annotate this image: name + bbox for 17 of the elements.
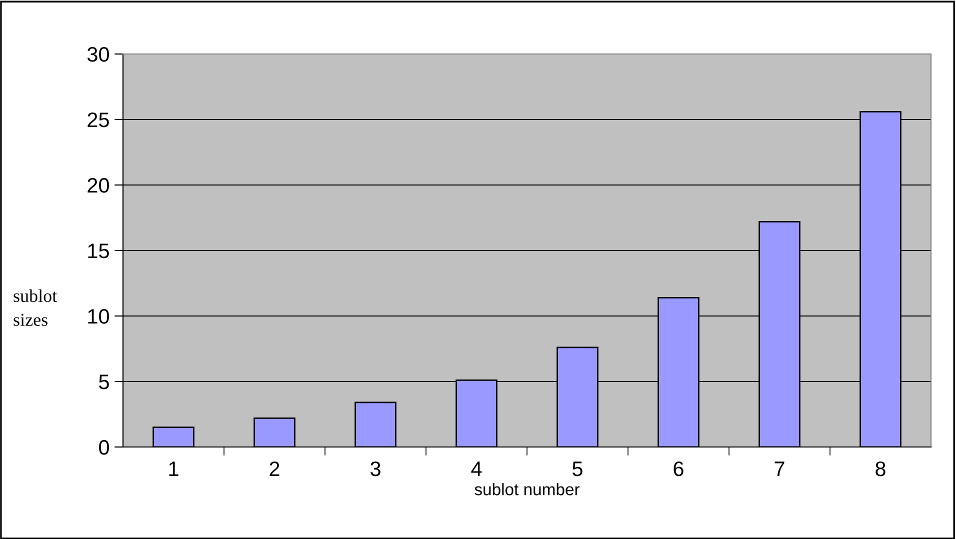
x-tick-label: 8 (876, 461, 886, 476)
y-tick-label: 5 (99, 374, 109, 390)
x-tick-label: 7 (774, 462, 784, 476)
x-tick-label: 4 (471, 462, 482, 476)
y-tick-label: 0 (99, 440, 109, 455)
y-tick-label: 30 (87, 47, 109, 62)
y-tick-label: 20 (88, 178, 109, 193)
x-tick-label: 3 (370, 461, 380, 476)
y-tick-label: 25 (88, 112, 109, 128)
y-tick-label: 15 (88, 244, 109, 258)
y-axis-title: sublot sizes (14, 289, 58, 326)
x-tick-label: 6 (674, 461, 684, 476)
y-tick-label: 10 (88, 309, 109, 324)
x-tick-label: 1 (169, 462, 178, 476)
x-tick-label: 5 (572, 462, 582, 476)
x-axis-title: sublot number (474, 483, 580, 496)
x-tick-label: 2 (270, 461, 280, 476)
